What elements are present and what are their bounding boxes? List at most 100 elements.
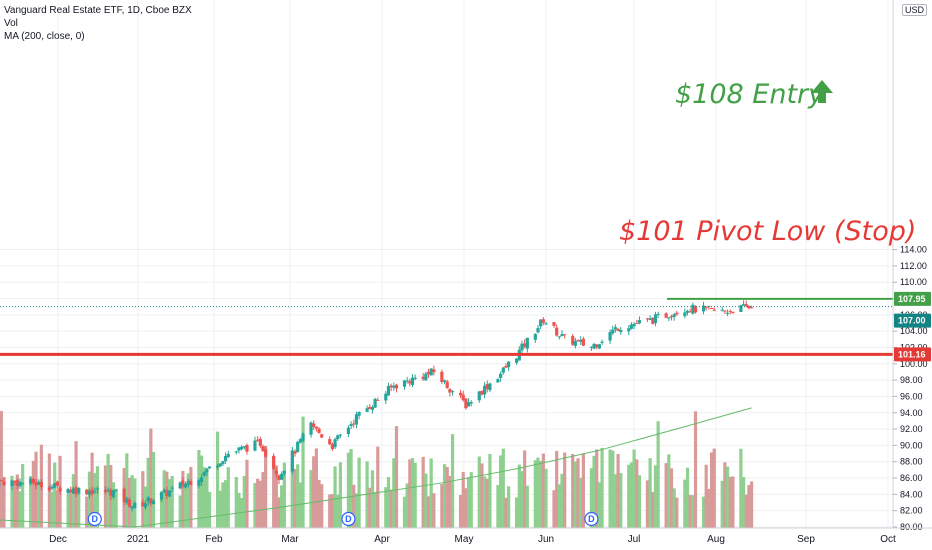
candle-body[interactable] [280,473,284,480]
candle-body[interactable] [151,500,156,504]
candle-body[interactable] [555,327,559,336]
candle-body[interactable] [672,314,676,317]
candle-body[interactable] [314,426,318,429]
candle-body[interactable] [167,490,172,497]
candle-body[interactable] [424,373,428,381]
candle-body[interactable] [87,491,92,495]
candle-body[interactable] [440,371,444,383]
candle-body[interactable] [507,361,511,368]
candle-body[interactable] [312,423,316,427]
candle-body[interactable] [701,305,706,312]
candle-body[interactable] [69,489,73,492]
candle-body[interactable] [330,443,334,450]
candle-body[interactable] [328,439,332,445]
candle-body[interactable] [336,435,340,440]
candle-body[interactable] [544,323,548,325]
candle-body[interactable] [461,394,465,401]
candle-body[interactable] [282,470,286,474]
candle-body[interactable] [183,483,188,488]
candle-body[interactable] [338,434,343,436]
price-axis[interactable]: 80.00 82.00 84.00 86.00 88.00 90.00 92.00 94.00… [892,0,928,532]
candle-body[interactable] [90,489,94,495]
candle-body[interactable] [95,488,100,490]
candle-body[interactable] [691,304,695,314]
candle-body[interactable] [557,336,561,338]
candle-body[interactable] [264,449,268,457]
candle-body[interactable] [352,423,356,425]
candle-body[interactable] [37,481,41,485]
candle-body[interactable] [693,306,698,313]
candle-body[interactable] [629,324,634,329]
candle-body[interactable] [747,306,751,309]
candle-body[interactable] [520,343,524,351]
candle-body[interactable] [709,307,714,309]
candle-body[interactable] [293,451,297,454]
candle-body[interactable] [389,385,393,388]
candle-body[interactable] [178,482,182,489]
candle-body[interactable] [656,313,660,315]
candle-body[interactable] [256,439,260,441]
candle-body[interactable] [301,433,305,442]
candle-body[interactable] [146,497,150,502]
candle-body[interactable] [408,381,412,384]
candle-body[interactable] [592,343,596,349]
candle-body[interactable] [688,311,692,313]
symbol-title[interactable]: Vanguard Real Estate ETF, 1D, Cboe BZX [4,5,192,16]
candle-body[interactable] [477,391,481,401]
candle-body[interactable] [272,455,276,469]
candle-body[interactable] [576,339,580,341]
candle-body[interactable] [539,319,543,327]
candle-body[interactable] [499,373,503,378]
candle-body[interactable] [122,488,126,502]
candle-body[interactable] [600,341,604,343]
candle-body[interactable] [162,489,166,492]
candle-body[interactable] [581,338,585,346]
candle-body[interactable] [0,480,3,482]
candle-body[interactable] [469,402,473,404]
candle-body[interactable] [608,332,612,341]
candle-body[interactable] [712,309,716,311]
candle-body[interactable] [93,491,97,493]
candle-body[interactable] [589,346,593,348]
candle-body[interactable] [741,304,746,306]
candle-body[interactable] [226,453,230,458]
candle-body[interactable] [221,461,225,465]
candle-body[interactable] [143,503,148,508]
candle-body[interactable] [496,379,500,383]
candle-body[interactable] [450,391,455,393]
candle-body[interactable] [613,327,618,330]
candle-body[interactable] [541,319,545,323]
candle-body[interactable] [523,343,527,347]
candle-body[interactable] [66,489,70,494]
candle-body[interactable] [234,451,238,453]
candle-body[interactable] [667,317,671,319]
candle-body[interactable] [533,333,537,340]
candle-body[interactable] [739,305,743,313]
candle-body[interactable] [207,466,212,469]
candle-body[interactable] [645,318,650,320]
candle-body[interactable] [186,481,190,485]
candle-body[interactable] [165,490,169,497]
candle-body[interactable] [563,334,567,336]
candle-body[interactable] [125,498,129,503]
currency-label[interactable]: USD [902,4,928,16]
candle-body[interactable] [333,439,337,448]
dividend-marker[interactable] [341,511,356,527]
candle-body[interactable] [114,489,118,491]
candle-body[interactable] [197,480,201,486]
candle-body[interactable] [277,475,281,480]
candle-body[interactable] [405,380,409,382]
candle-body[interactable] [29,478,33,484]
candle-body[interactable] [159,492,164,500]
candle-body[interactable] [53,483,57,488]
candle-body[interactable] [85,489,89,495]
candle-body[interactable] [704,306,708,308]
candle-body[interactable] [133,503,137,508]
candle-body[interactable] [258,438,262,446]
candle-body[interactable] [261,446,265,452]
candle-body[interactable] [346,427,351,435]
candle-body[interactable] [392,385,396,388]
candle-body[interactable] [685,310,690,313]
candle-body[interactable] [77,487,81,494]
